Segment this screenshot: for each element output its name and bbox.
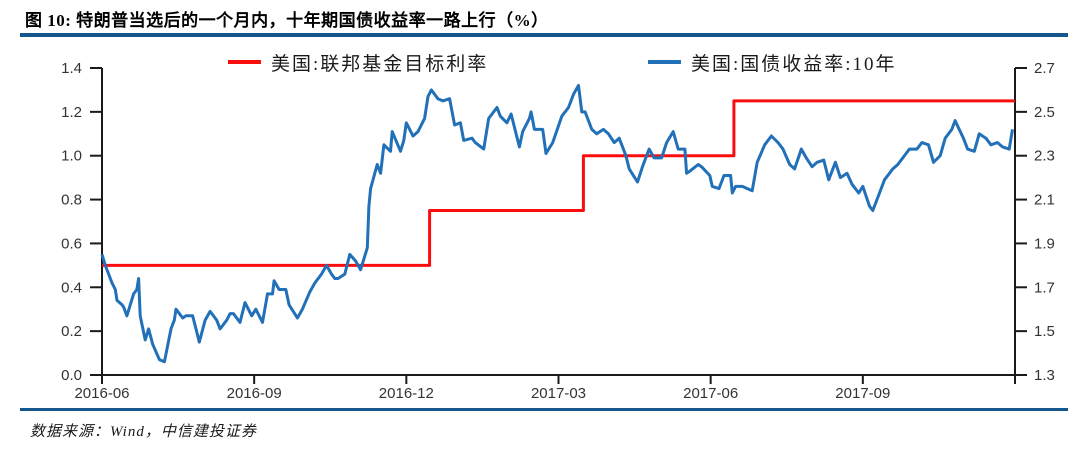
- x-tick-label: 2016-12: [379, 385, 434, 402]
- y-right-tick-label: 2.1: [1034, 192, 1055, 209]
- x-tick-label: 2017-06: [683, 385, 738, 402]
- data-source: 数据来源：Wind，中信建投证券: [30, 424, 257, 440]
- y-left-tick-label: 0.2: [61, 323, 82, 340]
- bottom-divider: [20, 408, 1068, 411]
- y-left-tick-label: 0.4: [61, 279, 82, 296]
- y-right-tick-label: 2.3: [1034, 148, 1055, 165]
- y-left-tick-label: 1.2: [61, 104, 82, 121]
- y-left-tick-label: 0.0: [61, 367, 82, 384]
- top-divider: [20, 33, 1068, 37]
- figure-title: 图 10: 特朗普当选后的一个月内，十年期国债收益率一路上行（%）: [25, 11, 549, 30]
- y-right-tick-label: 2.5: [1034, 104, 1055, 121]
- x-tick-label: 2016-06: [74, 385, 129, 402]
- fed-funds-target-line: [102, 99, 1015, 267]
- y-left-tick-label: 0.6: [61, 235, 82, 252]
- y-left-tick-label: 1.0: [61, 148, 82, 165]
- axis-frame: [101, 68, 1016, 376]
- y-right-tick-label: 1.5: [1034, 323, 1055, 340]
- y-right-tick-label: 1.7: [1034, 279, 1055, 296]
- y-right-tick-label: 1.3: [1034, 367, 1055, 384]
- y-left-tick-label: 0.8: [61, 192, 82, 209]
- treasury-10y-line: [100, 84, 1014, 364]
- x-tick-label: 2017-09: [835, 385, 890, 402]
- y-right-tick-label: 1.9: [1034, 235, 1055, 252]
- y-left-tick-label: 1.4: [61, 60, 82, 77]
- x-tick-label: 2016-09: [227, 385, 282, 402]
- x-tick-label: 2017-03: [531, 385, 586, 402]
- y-right-tick-label: 2.7: [1034, 60, 1055, 77]
